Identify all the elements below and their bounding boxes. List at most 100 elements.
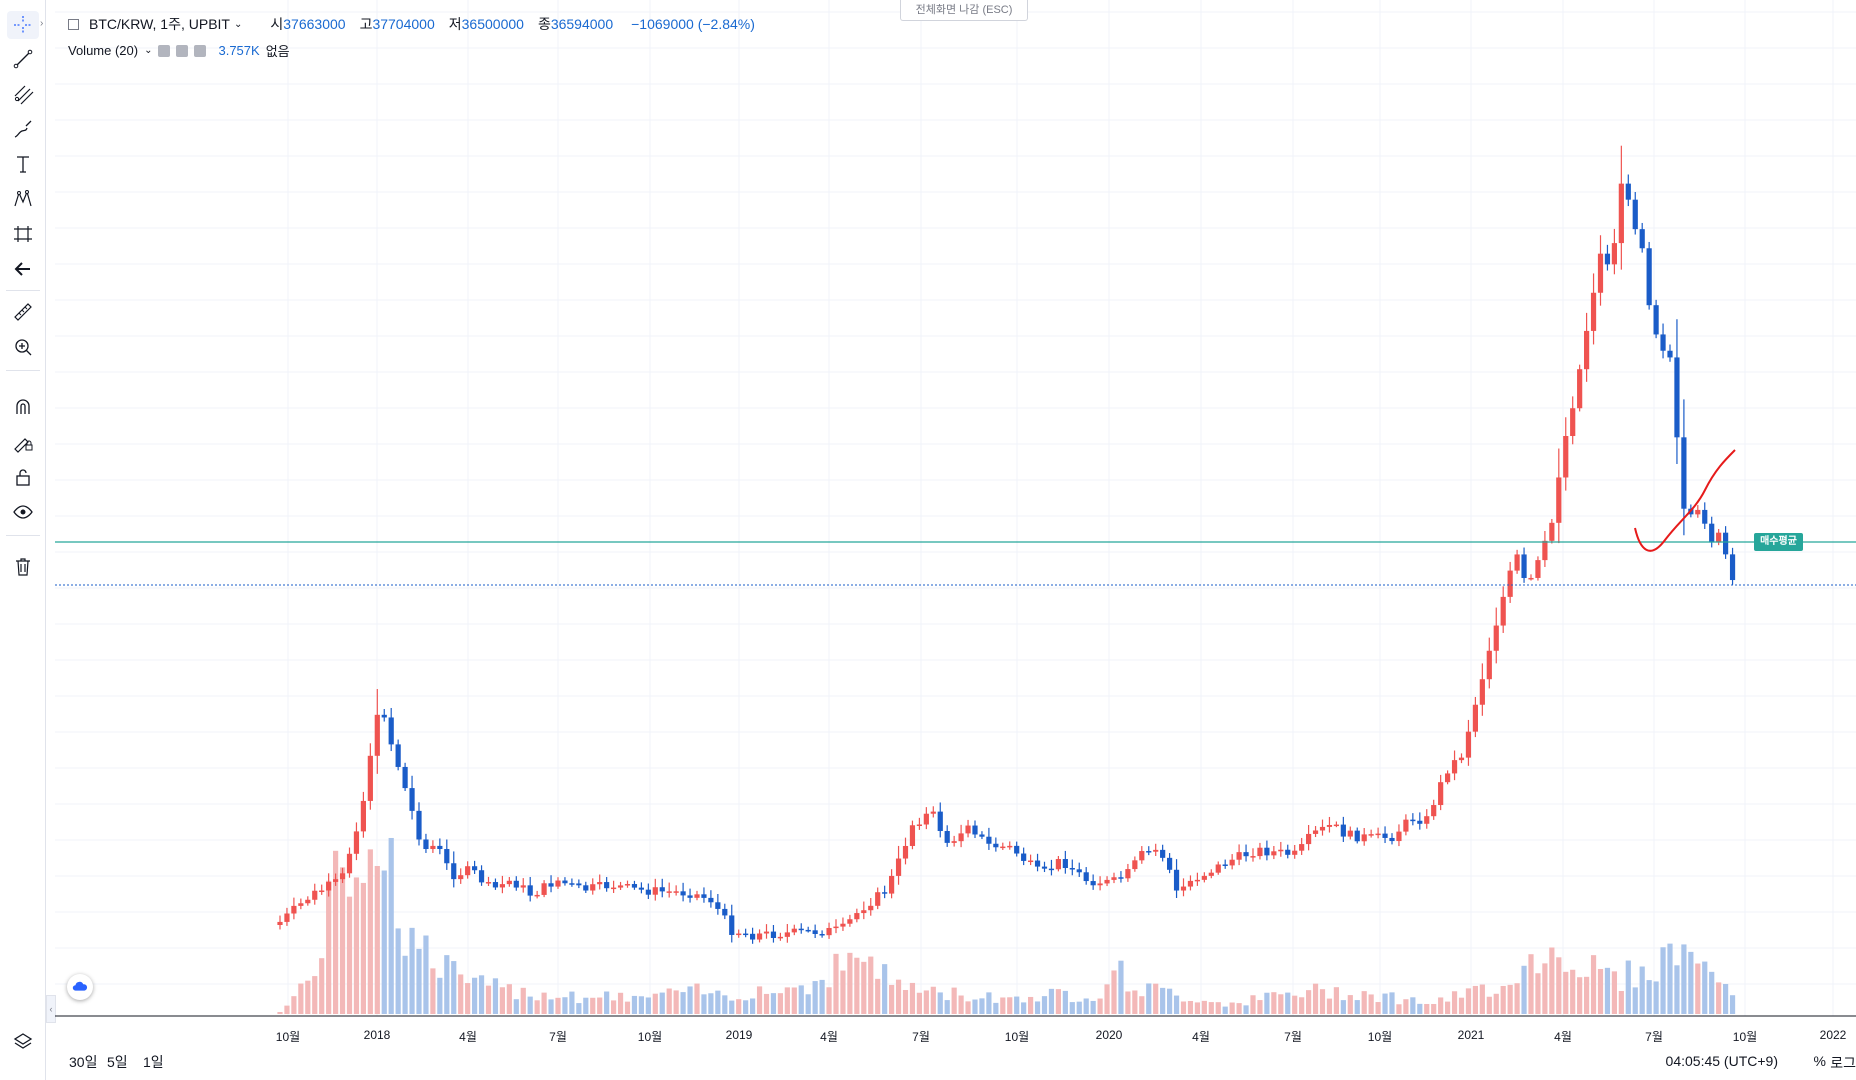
more-tools-chevron-icon[interactable]: › xyxy=(40,18,44,29)
prediction-icon[interactable] xyxy=(7,220,39,248)
volume-bar xyxy=(1549,947,1555,1014)
candle-body xyxy=(708,897,714,903)
candle-body xyxy=(1340,824,1346,837)
candle-body xyxy=(604,882,610,889)
volume-bar xyxy=(666,988,672,1014)
cloud-save-icon[interactable] xyxy=(67,974,93,1000)
volume-bar xyxy=(1055,989,1061,1014)
volume-bar xyxy=(1014,996,1020,1014)
candle-body xyxy=(367,755,373,801)
low-label: 저 xyxy=(448,16,462,32)
time-axis[interactable]: 10월 2018 4월 7월 10월 2019 4월 7월 10월 2020 4월 7월 10월 2021… xyxy=(55,1020,1856,1050)
text-icon[interactable] xyxy=(7,150,39,178)
time-axis-label: 2018 xyxy=(363,1028,391,1042)
collapse-legend-icon[interactable] xyxy=(68,18,79,30)
toolbar-collapse-handle[interactable]: ‹ xyxy=(46,995,56,1023)
volume-bar xyxy=(1368,994,1374,1014)
close-icon[interactable] xyxy=(194,44,207,57)
unlock-icon[interactable] xyxy=(7,463,39,491)
exit-fullscreen-button[interactable]: 전체화면 나감 (ESC) xyxy=(900,0,1028,21)
chart-pane[interactable] xyxy=(55,0,1856,1020)
candle-body xyxy=(1194,879,1200,882)
volume-bar xyxy=(360,882,366,1014)
volume-bar xyxy=(680,992,686,1014)
volume-bar xyxy=(743,1000,749,1014)
candle-body xyxy=(833,926,839,929)
volume-bar xyxy=(1125,991,1131,1014)
volume-bar xyxy=(1709,971,1715,1014)
back-arrow-icon[interactable] xyxy=(7,255,39,283)
time-axis-label: 7월 xyxy=(912,1030,930,1044)
trash-icon[interactable] xyxy=(7,552,39,580)
symbol-title[interactable]: BTC/KRW, 1주, UPBIT xyxy=(89,16,230,32)
volume-bar xyxy=(1723,983,1729,1014)
volume-bar xyxy=(972,999,978,1014)
settings-icon[interactable] xyxy=(158,44,171,57)
pitchfork-icon[interactable] xyxy=(7,80,39,108)
volume-label[interactable]: Volume (20) xyxy=(68,43,139,58)
candle-body xyxy=(1160,849,1166,858)
volume-bar xyxy=(1194,1002,1200,1014)
candle-body xyxy=(1535,560,1541,578)
volume-bar xyxy=(513,999,519,1014)
candle-body xyxy=(360,800,366,832)
candle-body xyxy=(875,892,881,906)
candle-body xyxy=(1264,847,1270,856)
range-30d[interactable]: 30일 xyxy=(69,1054,98,1070)
volume-bar xyxy=(1438,997,1444,1014)
visibility-icon[interactable] xyxy=(176,44,189,57)
ruler-icon[interactable] xyxy=(7,298,39,326)
volume-bar xyxy=(1403,999,1409,1014)
percent-toggle[interactable]: % xyxy=(1813,1053,1826,1069)
volume-bar xyxy=(909,982,916,1014)
range-1d[interactable]: 1일 xyxy=(143,1054,164,1070)
volume-bar xyxy=(534,1000,540,1014)
volume-bar xyxy=(1451,991,1458,1014)
volume-bar xyxy=(346,896,353,1014)
candle-body xyxy=(638,887,644,890)
range-5d[interactable]: 5일 xyxy=(107,1054,128,1070)
time-axis-label: 4월 xyxy=(459,1030,477,1044)
candle-body xyxy=(1132,860,1138,870)
chevron-down-icon[interactable]: ⌄ xyxy=(233,18,243,30)
volume-bar xyxy=(277,1012,283,1014)
toolbar-divider xyxy=(6,290,40,291)
lock-drawings-icon[interactable] xyxy=(7,428,39,456)
candle-body xyxy=(1299,844,1305,851)
close-value: 36594000 xyxy=(550,16,614,32)
candle-body xyxy=(1618,183,1624,244)
candle-body xyxy=(840,923,846,927)
volume-bar xyxy=(993,1002,999,1014)
candle-body xyxy=(979,834,985,837)
volume-bar xyxy=(1326,998,1333,1014)
chevron-down-icon[interactable]: ⌄ xyxy=(144,45,153,56)
volume-bar xyxy=(520,987,526,1014)
volume-bar xyxy=(527,996,533,1014)
buy-average-label: 매수평균 xyxy=(1754,533,1803,551)
time-axis-label: 4월 xyxy=(820,1030,838,1044)
candle-body xyxy=(1681,437,1687,509)
zoom-in-icon[interactable] xyxy=(7,333,39,361)
eye-icon[interactable] xyxy=(7,498,39,526)
volume-bar xyxy=(1236,1003,1242,1014)
brush-icon[interactable] xyxy=(7,115,39,143)
magnet-icon[interactable] xyxy=(7,393,39,421)
log-toggle[interactable]: 로그 xyxy=(1830,1055,1856,1071)
candle-body xyxy=(1716,532,1722,543)
trend-line-icon[interactable] xyxy=(7,45,39,73)
candle-body xyxy=(319,890,325,893)
clock-readout[interactable]: 04:05:45 (UTC+9) xyxy=(1665,1053,1778,1069)
volume-bar xyxy=(673,990,679,1014)
volume-bar xyxy=(472,977,478,1014)
open-value: 37663000 xyxy=(283,16,346,32)
candle-body xyxy=(409,788,415,811)
pattern-icon[interactable] xyxy=(7,185,39,213)
volume-bar xyxy=(1243,1005,1249,1014)
crosshair-icon[interactable] xyxy=(7,11,39,39)
volume-bar xyxy=(1681,944,1687,1014)
volume-bar xyxy=(958,995,964,1014)
time-axis-label: 2022 xyxy=(1819,1028,1847,1042)
candle-body xyxy=(763,931,770,934)
volume-bar xyxy=(1034,1001,1041,1014)
layers-icon[interactable] xyxy=(7,1028,39,1056)
